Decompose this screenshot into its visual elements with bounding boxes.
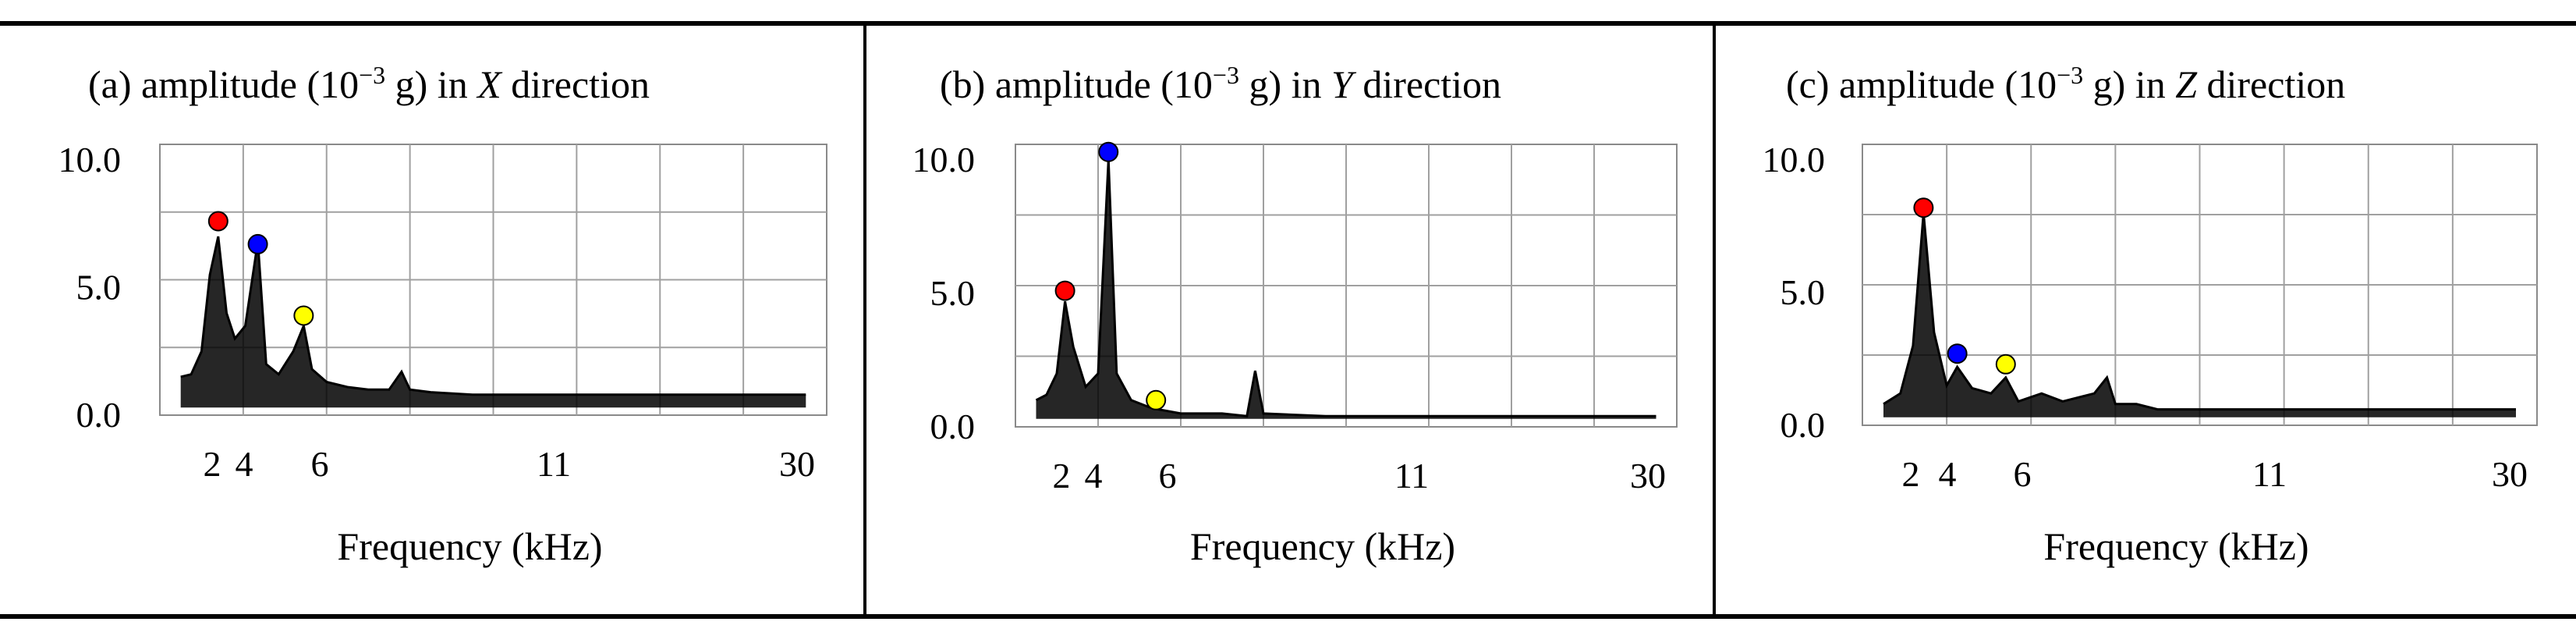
grid	[1862, 144, 2537, 425]
y-tick-label: 10.0	[58, 140, 122, 179]
series-fill	[180, 236, 806, 408]
x-axis-label: Frequency (kHz)	[1190, 524, 1455, 568]
series-fill	[1883, 213, 2516, 417]
grid	[160, 144, 827, 415]
peak-marker	[1995, 353, 2016, 375]
x-tick-label: 11	[1394, 456, 1429, 496]
peak-marker	[1098, 141, 1119, 162]
y-tick-label: 5.0	[76, 268, 122, 307]
x-tick-label: 30	[2492, 454, 2528, 494]
title-part: g) in	[385, 62, 477, 106]
x-tick-label: 6	[2014, 454, 2032, 494]
x-tick-label: 6	[1159, 456, 1177, 496]
title-part: g) in	[2083, 62, 2175, 106]
y-tick-label: 10.0	[912, 140, 976, 179]
y-tick-label: 5.0	[1781, 272, 1826, 312]
x-tick-label: 2	[1053, 456, 1071, 496]
title-part: −3	[1213, 61, 1239, 89]
peak-marker	[247, 233, 268, 254]
x-tick-label: 6	[311, 444, 329, 484]
series-line	[1035, 159, 1657, 417]
peak-marker	[293, 305, 314, 326]
series-line	[1883, 212, 2516, 411]
panel-title: (a) amplitude (10−3 g) in X direction	[88, 61, 650, 106]
title-part: g) in	[1239, 62, 1331, 106]
chart-panel: (a) amplitude (10−3 g) in X direction 0.0…	[58, 61, 827, 568]
panel-title: (b) amplitude (10−3 g) in Y direction	[940, 61, 1501, 106]
x-tick-label: 2	[204, 444, 221, 484]
panel-title: (c) amplitude (10−3 g) in Z direction	[1786, 61, 2345, 106]
peak-marker	[1947, 343, 1968, 364]
title-part: amplitude (10	[995, 62, 1213, 106]
x-axis-label: Frequency (kHz)	[2043, 524, 2308, 568]
series-line	[180, 236, 806, 396]
x-tick-label: 2	[1902, 454, 1920, 494]
x-tick-label: 4	[236, 444, 253, 484]
x-tick-label: 11	[537, 444, 571, 484]
title-part: direction	[501, 62, 650, 106]
y-tick-label: 0.0	[1781, 405, 1826, 445]
panel-label: (c)	[1786, 62, 1839, 106]
peak-marker	[1146, 389, 1167, 410]
panel-label: (b)	[940, 62, 995, 106]
y-tick-label: 10.0	[1763, 140, 1826, 179]
peak-marker	[207, 211, 229, 232]
peak-marker	[1054, 280, 1075, 301]
x-axis-label: Frequency (kHz)	[337, 524, 602, 568]
grid	[1015, 144, 1677, 427]
title-part: direction	[2197, 62, 2345, 106]
title-part: X	[476, 62, 503, 106]
series-fill	[1036, 160, 1657, 419]
title-part: −3	[359, 61, 385, 89]
x-tick-label: 4	[1085, 456, 1103, 496]
title-part: Z	[2175, 62, 2198, 106]
y-tick-label: 0.0	[930, 407, 976, 446]
x-tick-label: 11	[2252, 454, 2287, 494]
title-part: −3	[2057, 61, 2083, 89]
panel-label: (a)	[88, 62, 141, 106]
title-part: amplitude (10	[1839, 62, 2057, 106]
title-part: amplitude (10	[141, 62, 359, 106]
x-tick-label: 30	[779, 444, 815, 484]
title-part: Y	[1331, 62, 1357, 106]
x-tick-label: 4	[1939, 454, 1957, 494]
title-part: direction	[1353, 62, 1501, 106]
x-tick-label: 30	[1630, 456, 1666, 496]
chart-panel: (c) amplitude (10−3 g) in Z direction 0.0…	[1763, 61, 2538, 568]
y-tick-label: 5.0	[930, 273, 976, 313]
y-tick-label: 0.0	[76, 395, 122, 435]
peak-marker	[1913, 197, 1934, 218]
chart-panel: (b) amplitude (10−3 g) in Y direction 0.0…	[912, 61, 1678, 568]
